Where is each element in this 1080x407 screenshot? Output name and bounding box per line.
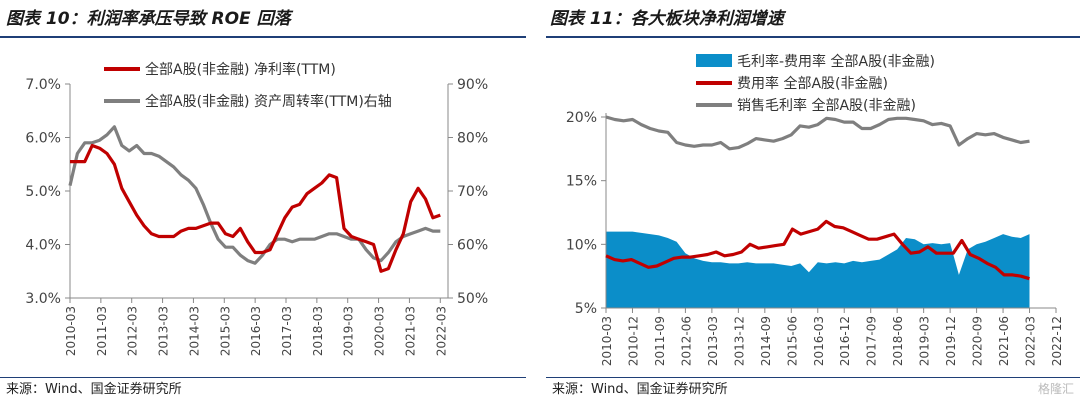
fig10-x-tick-label: 2010-03 <box>64 306 78 356</box>
fig11-expense-ratio-line <box>605 219 1030 281</box>
fig11-chart: 5% 10% 15% 20% 2010-03 2010-12 2011-09 2012-06 2… <box>566 53 1064 366</box>
fig11-legend-expense: 费用率 全部A股(非金融) <box>737 75 888 92</box>
fig11-x-tick-label: 2015-06 <box>785 316 799 366</box>
fig11-gross-margin-line <box>605 115 1030 151</box>
fig11-source: 来源：Wind、国金证券研究所 <box>552 382 728 397</box>
fig10-legend-turnover: 全部A股(非金融) 资产周转率(TTM)右轴 <box>145 93 392 110</box>
fig11-y-tick-label: 10% <box>566 237 597 253</box>
fig10-right-tick-label: 60% <box>457 238 488 254</box>
fig11-y-tick-label: 15% <box>566 174 597 190</box>
fig10-footer-rule <box>0 377 526 378</box>
fig11-y-tick-label: 20% <box>566 110 597 126</box>
fig11-x-tick-label: 2011-09 <box>653 316 667 366</box>
fig11-x-tick-label: 2012-06 <box>679 316 693 366</box>
fig10-x-tick-label: 2018-03 <box>311 306 325 356</box>
fig11-x-tick-label: 2010-03 <box>600 316 614 366</box>
fig10-title: 图表 10：利润率承压导致 ROE 回落 <box>6 9 291 29</box>
fig11-x-tick-label: 2018-06 <box>891 316 905 366</box>
fig10-left-tick-label: 6.0% <box>25 131 61 147</box>
fig10-x-tick-label: 2020-03 <box>373 306 387 356</box>
fig10-right-tick-label: 70% <box>457 184 488 200</box>
fig10-title-rule <box>0 36 526 38</box>
fig10-x-tick-label: 2011-03 <box>95 306 109 356</box>
fig11-footer-rule <box>546 377 1080 378</box>
fig11-title-rule <box>546 36 1080 38</box>
fig11-legend-gross: 销售毛利率 全部A股(非金融) <box>737 97 916 114</box>
fig11-x-tick-label: 2016-03 <box>812 316 826 366</box>
fig10-net-margin-line <box>70 143 441 273</box>
fig10-x-tick-label: 2012-03 <box>126 306 140 356</box>
fig10-x-tick-label: 2017-03 <box>280 306 294 356</box>
fig10-right-tick-label: 80% <box>457 131 488 147</box>
fig10-chart: 3.0% 4.0% 5.0% 6.0% 7.0% 50% 60% 70% 80% 90% 2010-… <box>25 61 488 356</box>
fig11-legend-swatch-area <box>696 54 732 67</box>
fig11-x-tick-label: 2013-03 <box>706 316 720 366</box>
fig10-x-tick-label: 2021-03 <box>403 306 417 356</box>
fig10-x-tick-label: 2013-03 <box>157 306 171 356</box>
fig11-x-tick-label: 2022-03 <box>1024 316 1038 366</box>
fig10-left-tick-label: 3.0% <box>25 291 61 307</box>
fig10-right-tick-label: 50% <box>457 291 488 307</box>
fig10-legend-net-margin: 全部A股(非金融) 净利率(TTM) <box>145 61 336 78</box>
fig10-source: 来源：Wind、国金证券研究所 <box>6 382 182 397</box>
fig11-x-tick-label: 2016-12 <box>838 316 852 366</box>
fig11-x-tick-label: 2019-12 <box>944 316 958 366</box>
fig11-gross-minus-expense-area <box>606 231 1030 308</box>
fig11-x-tick-label: 2019-03 <box>918 316 932 366</box>
fig11-legend-area: 毛利率-费用率 全部A股(非金融) <box>737 53 935 70</box>
fig10-x-tick-label: 2014-03 <box>187 306 201 356</box>
fig11-x-tick-label: 2010-12 <box>626 316 640 366</box>
fig10-right-tick-label: 90% <box>457 77 488 93</box>
fig10-left-tick-label: 5.0% <box>25 184 61 200</box>
fig11-x-tick-label: 2021-06 <box>997 316 1011 366</box>
fig11-x-tick-label: 2020-09 <box>971 316 985 366</box>
fig11-x-tick-label: 2017-09 <box>865 316 879 366</box>
fig11-x-tick-label: 2013-12 <box>732 316 746 366</box>
fig11-x-tick-label: 2014-09 <box>759 316 773 366</box>
fig10-left-tick-label: 4.0% <box>25 238 61 254</box>
fig10-x-tick-label: 2015-03 <box>218 306 232 356</box>
fig10-x-tick-label: 2022-03 <box>434 306 448 356</box>
fig11-x-tick-label: 2022-12 <box>1050 316 1064 366</box>
fig11-title: 图表 11：各大板块净利润增速 <box>550 9 784 29</box>
fig11-y-tick-label: 5% <box>575 301 597 317</box>
fig10-left-tick-label: 7.0% <box>25 77 61 93</box>
fig10-x-tick-label: 2019-03 <box>342 306 356 356</box>
watermark-logo: 格隆汇 <box>1037 382 1074 396</box>
fig10-x-tick-label: 2016-03 <box>249 306 263 356</box>
